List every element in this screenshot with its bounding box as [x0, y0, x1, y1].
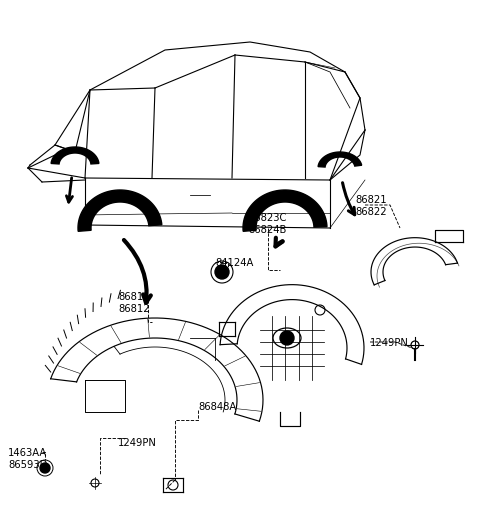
Circle shape: [215, 265, 229, 279]
Text: 1249PN: 1249PN: [118, 438, 157, 448]
Text: 86823C
86824B: 86823C 86824B: [248, 213, 287, 234]
Text: 86811
86812: 86811 86812: [118, 292, 150, 314]
Text: 1463AA
86593D: 1463AA 86593D: [8, 448, 48, 470]
Polygon shape: [318, 152, 361, 167]
Text: 1249PN: 1249PN: [370, 338, 409, 348]
Text: 86848A: 86848A: [198, 402, 236, 412]
Polygon shape: [243, 190, 327, 231]
Text: 86821
86822: 86821 86822: [355, 195, 386, 216]
Text: 84124A: 84124A: [215, 258, 253, 268]
Circle shape: [280, 331, 294, 345]
Circle shape: [40, 463, 50, 473]
Polygon shape: [78, 190, 162, 231]
Polygon shape: [51, 147, 99, 164]
